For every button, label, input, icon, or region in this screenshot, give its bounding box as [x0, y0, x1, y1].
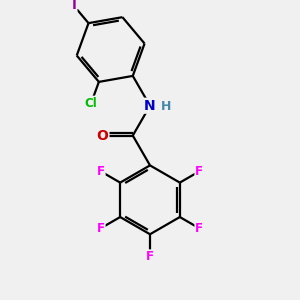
Text: F: F: [97, 222, 105, 235]
Text: F: F: [195, 165, 203, 178]
Text: N: N: [144, 99, 156, 113]
Text: Cl: Cl: [85, 97, 98, 110]
Text: F: F: [97, 165, 105, 178]
Text: F: F: [195, 222, 203, 235]
Text: H: H: [160, 100, 171, 113]
Text: I: I: [72, 0, 76, 12]
Text: O: O: [97, 129, 108, 142]
Text: F: F: [146, 250, 154, 263]
